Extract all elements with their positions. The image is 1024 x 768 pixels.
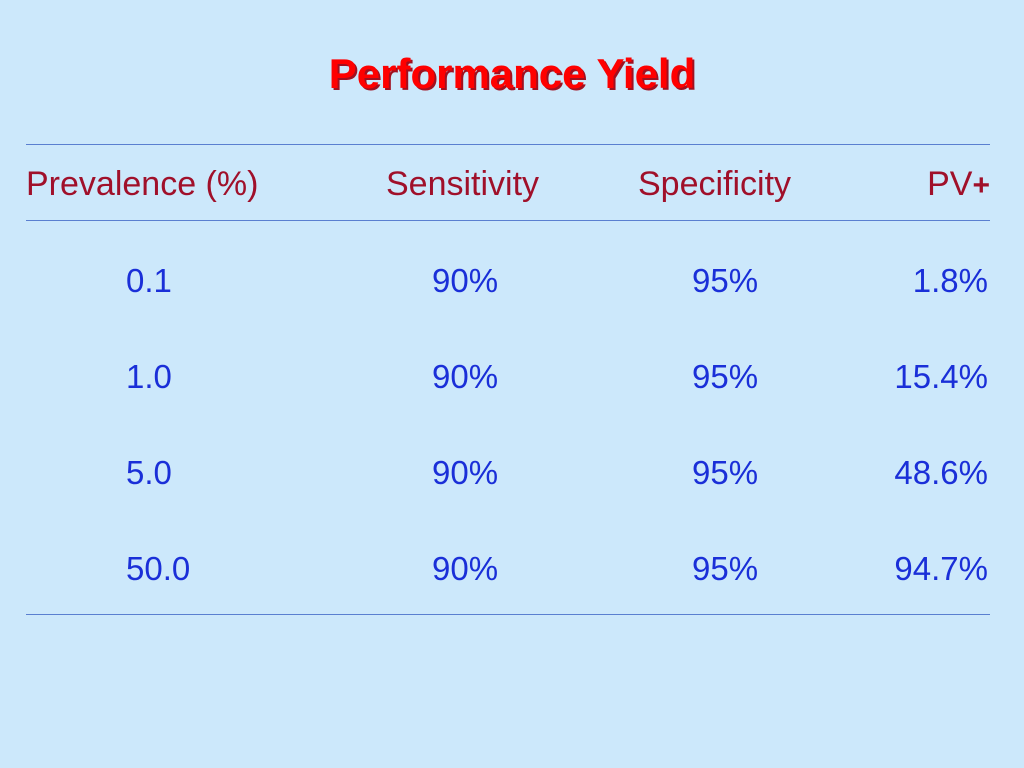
- header-sensitivity: Sensitivity: [386, 165, 540, 203]
- slide-title: Performance Yield: [328, 50, 696, 97]
- cell-sensitivity: 90%: [432, 262, 499, 299]
- table-bottom-divider: [26, 614, 990, 615]
- header-pv-plus-sign: +: [972, 169, 990, 202]
- header-specificity: Specificity: [638, 165, 792, 203]
- cell-sensitivity: 90%: [432, 454, 499, 491]
- cell-pv-plus: 48.6%: [894, 454, 988, 491]
- cell-pv-plus: 15.4%: [894, 358, 988, 395]
- cell-sensitivity: 90%: [432, 550, 499, 587]
- cell-prevalence: 0.1: [126, 262, 172, 299]
- cell-prevalence: 1.0: [126, 358, 172, 395]
- table-header-divider: [26, 220, 990, 221]
- cell-sensitivity: 90%: [432, 358, 499, 395]
- cell-prevalence: 50.0: [126, 550, 191, 587]
- cell-specificity: 95%: [692, 262, 759, 299]
- cell-pv-plus: 94.7%: [894, 550, 988, 587]
- header-pv-plus: PV+: [927, 162, 990, 208]
- cell-pv-plus: 1.8%: [912, 262, 988, 299]
- cell-prevalence: 5.0: [126, 454, 172, 491]
- cell-specificity: 95%: [692, 358, 759, 395]
- cell-specificity: 95%: [692, 550, 759, 587]
- header-prevalence: Prevalence (%): [26, 165, 259, 203]
- cell-specificity: 95%: [692, 454, 759, 491]
- table-top-divider: [26, 144, 990, 145]
- header-pv-label: PV: [927, 165, 973, 203]
